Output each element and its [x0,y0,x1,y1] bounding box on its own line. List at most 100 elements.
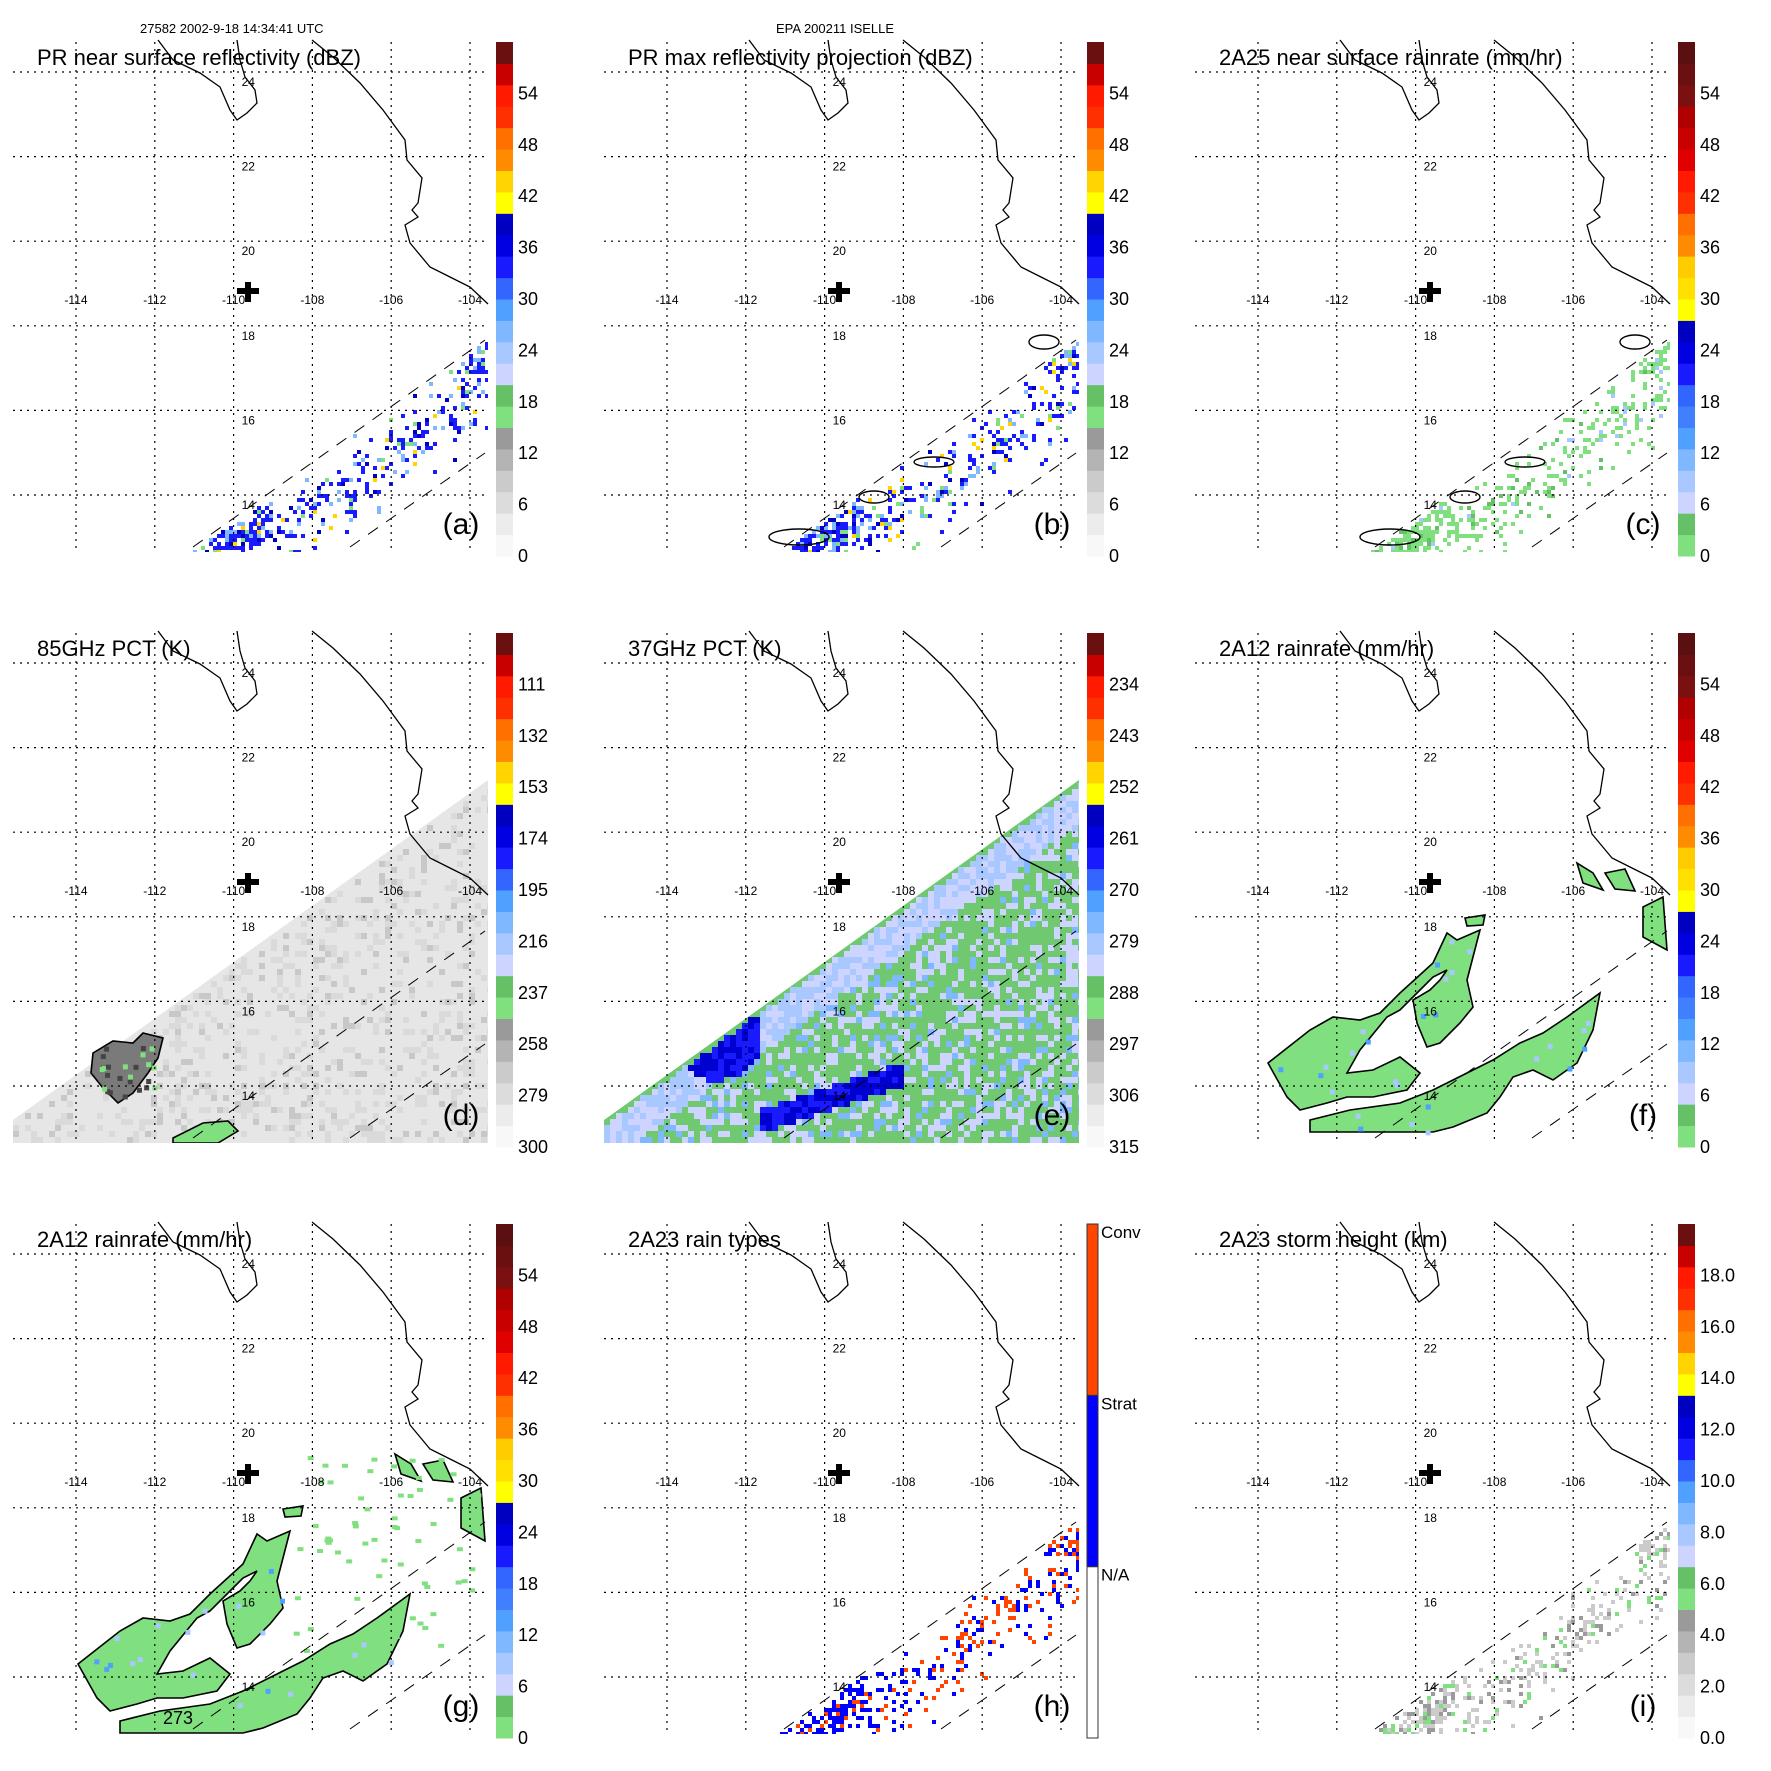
brightness-temp-cell [337,963,343,969]
rain-cell [261,538,265,542]
rain-cell [836,522,840,526]
brightness-temp-cell [910,1059,916,1065]
rain-cell [457,370,461,374]
brightness-temp-cell [712,1077,718,1083]
rain-cell [1463,1680,1467,1684]
brightness-temp-cell [205,1083,211,1089]
rain-cell [301,514,305,518]
rain-cell [1076,1540,1079,1544]
brightness-temp-cell [1018,825,1024,831]
brightness-temp-cell [1078,939,1079,945]
rain-cell [1451,1712,1455,1716]
map-panel-e: -114 -112 -110 -108 -106 -10424222018161437GH… [604,630,1139,1157]
rain-cell [429,382,433,386]
brightness-temp-cell [952,873,958,879]
brightness-temp-cell [832,1011,838,1017]
brightness-temp-cell [1078,879,1079,885]
brightness-temp-cell [940,933,946,939]
brightness-temp-cell [730,1071,736,1077]
brightness-temp-cell [832,1101,838,1107]
brightness-temp-cell [325,1077,331,1083]
brightness-temp-cell [1006,1095,1012,1101]
brightness-temp-cell [1012,927,1018,933]
longitude-label: -110 [1404,884,1427,898]
brightness-temp-cell [856,1131,862,1137]
colorbar-segment [1678,782,1695,805]
brightness-temp-cell [796,999,802,1005]
brightness-temp-cell [856,1095,862,1101]
brightness-temp-cell [361,897,367,903]
brightness-temp-cell [796,1107,802,1113]
rain-cell [229,546,233,550]
brightness-temp-cell [682,1137,688,1143]
brightness-temp-cell [790,1107,796,1113]
rain-cell [1467,534,1471,538]
brightness-temp-cell [157,1071,163,1077]
brightness-temp-cell [397,1065,403,1071]
pr-swath-edge [783,339,1077,548]
rain-cell [1619,434,1623,438]
colorbar-segment [1087,740,1104,762]
rain-cell [904,498,908,502]
brightness-temp-cell [898,927,904,933]
brightness-temp-cell [451,1089,457,1095]
brightness-temp-cell [283,1071,289,1077]
brightness-temp-cell [361,1071,367,1077]
rain-cell [864,1708,868,1712]
rain-cell [1455,526,1459,530]
rain-cell [796,1732,800,1734]
rain-cell [812,550,816,552]
brightness-temp-cell [874,927,880,933]
brightness-temp-cell [247,1107,253,1113]
brightness-temp-cell [616,1125,622,1131]
rain-cell [1423,1716,1427,1720]
rain-cell [1375,550,1379,552]
brightness-temp-cell [934,903,940,909]
brightness-temp-cell [343,1023,349,1029]
brightness-temp-cell [832,993,838,999]
rain-cell [844,522,848,526]
rain-cell [1479,1700,1483,1704]
rain-cell [1076,354,1079,358]
brightness-temp-cell [916,951,922,957]
rain-cell [477,358,481,362]
rain-cell [352,1521,359,1526]
colorbar-segment [496,1331,513,1353]
brightness-temp-cell [1024,885,1030,891]
brightness-temp-cell [760,1011,766,1017]
brightness-temp-cell [880,1083,886,1089]
rain-cell [391,1516,398,1521]
rain-cell [1427,518,1431,522]
rain-cell [1443,1700,1447,1704]
brightness-temp-cell [241,1101,247,1107]
rain-cell [249,542,253,546]
brightness-temp-cell [958,969,964,975]
rain-cell [1667,346,1670,350]
map-panel-f: -114 -112 -110 -108 -106 -1042422201816142A12… [1195,630,1720,1157]
rain-cell [992,446,996,450]
brightness-temp-cell [1024,1077,1030,1083]
brightness-temp-cell [343,975,349,981]
rain-cell [303,1648,310,1653]
brightness-temp-cell [451,1101,457,1107]
colorbar-segment [1087,149,1104,171]
rain-cell [1425,1130,1431,1136]
brightness-temp-cell [1078,897,1079,903]
rain-cell [277,514,281,518]
rain-cell [265,1688,271,1694]
colorbar-segment [496,427,513,450]
brightness-temp-cell [157,1113,163,1119]
rain-cell [992,450,996,454]
colorbar-label: 48 [518,1317,538,1337]
rain-cell [1052,1548,1056,1552]
brightness-temp-cell [445,885,451,891]
brightness-temp-cell [892,951,898,957]
brightness-temp-cell [1030,831,1036,837]
brightness-temp-cell [850,1107,856,1113]
brightness-temp-cell [397,933,403,939]
rain-cell [908,1688,912,1692]
brightness-temp-cell [724,1113,730,1119]
colorbar-segment [1678,1245,1695,1268]
brightness-temp-cell [146,1062,152,1068]
brightness-temp-cell [916,933,922,939]
